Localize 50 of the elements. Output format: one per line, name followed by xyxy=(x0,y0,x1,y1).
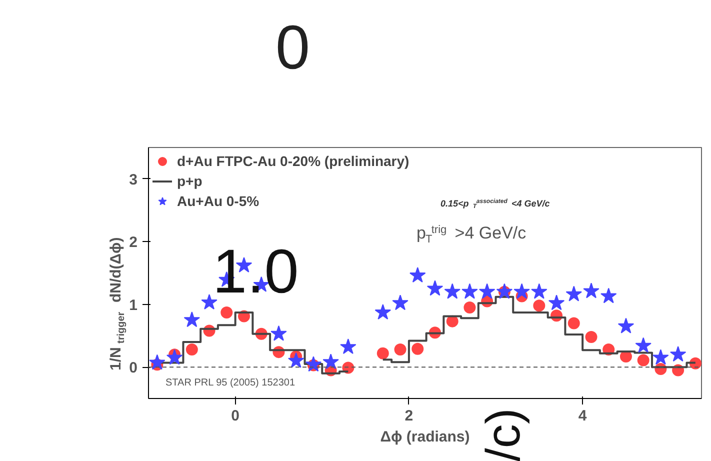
point xyxy=(220,306,233,319)
point xyxy=(394,344,406,356)
point xyxy=(514,283,530,299)
point xyxy=(637,354,650,366)
x-axis-title: Δϕ (radians) xyxy=(380,428,470,446)
point xyxy=(531,283,548,299)
point xyxy=(566,286,582,302)
legend-label: p+p xyxy=(177,173,202,189)
point xyxy=(583,282,600,298)
point xyxy=(374,304,392,320)
point xyxy=(464,302,476,314)
point xyxy=(322,354,339,370)
legend-label: d+Au FTPC-Au 0-20% (preliminary) xyxy=(177,153,410,169)
legend-label: Au+Au 0-5% xyxy=(177,193,260,209)
point xyxy=(670,346,686,362)
point xyxy=(149,354,166,370)
y-tick-label: 1 xyxy=(129,296,138,314)
point xyxy=(305,356,322,372)
point xyxy=(533,300,546,312)
y-axis-title: 1/Ntrigger dN/d(Δϕ) xyxy=(108,237,128,370)
point xyxy=(340,338,356,354)
point xyxy=(270,325,287,341)
text: 0 xyxy=(276,14,310,82)
point xyxy=(444,283,460,299)
point xyxy=(478,283,496,299)
point xyxy=(184,312,200,328)
point xyxy=(392,294,408,310)
y-tick-label: 0 xyxy=(129,360,138,377)
point xyxy=(548,294,565,310)
point xyxy=(618,318,634,334)
x-tick-label: 2 xyxy=(404,408,414,424)
y-tick-label: 3 xyxy=(129,171,138,188)
x-tick-label: 4 xyxy=(578,408,588,424)
point xyxy=(376,347,389,360)
point xyxy=(410,267,426,282)
point xyxy=(600,288,617,304)
annotation: STAR PRL 95 (2005) 152301 xyxy=(166,378,296,388)
point xyxy=(568,317,580,330)
point xyxy=(426,280,444,296)
point xyxy=(635,337,652,353)
point xyxy=(585,331,598,343)
point xyxy=(166,349,183,365)
x-tick-label: 0 xyxy=(231,408,240,424)
point xyxy=(412,342,424,355)
point xyxy=(288,352,304,368)
point xyxy=(652,349,669,365)
point xyxy=(186,344,198,356)
y-tick-label: 2 xyxy=(129,234,138,252)
point xyxy=(462,283,478,299)
point xyxy=(201,294,218,310)
